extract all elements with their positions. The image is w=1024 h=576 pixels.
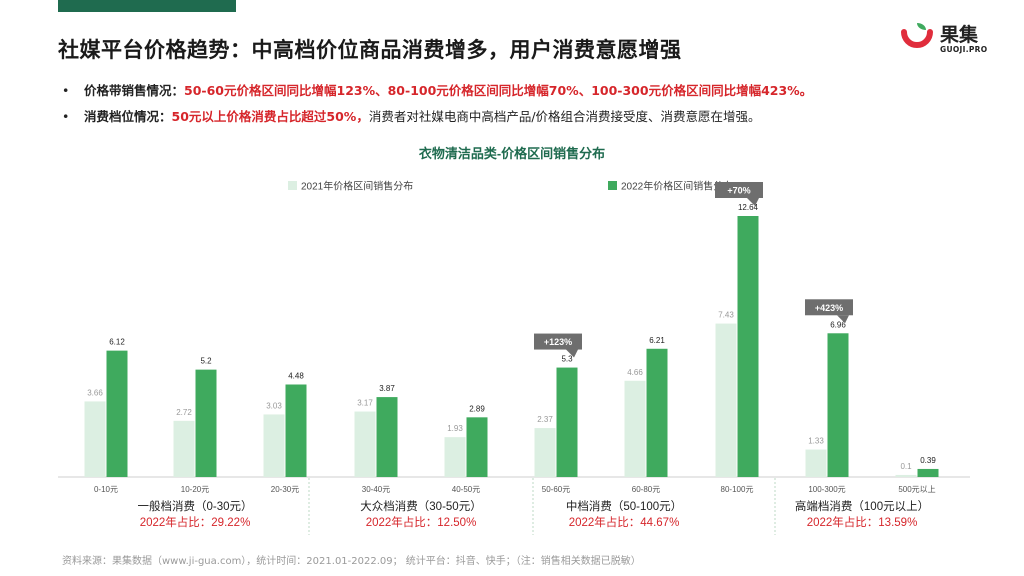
callout-box: [715, 182, 763, 198]
tier-group-name: 一般档消费（0-30元）: [137, 499, 252, 513]
data-label-2022: 6.12: [109, 338, 125, 347]
x-tick-label: 500元以上: [898, 485, 935, 494]
callout-box: [534, 333, 582, 350]
bar-2021: [263, 414, 285, 477]
tier-group-name: 高端档消费（100元以上）: [795, 499, 929, 513]
bullet-dot: •: [62, 109, 70, 124]
data-label-2022: 6.21: [649, 336, 665, 345]
callout-box: [805, 299, 853, 316]
x-tick-label: 40-50元: [452, 485, 480, 494]
tier-group-share: 2022年占比：13.59%: [807, 515, 918, 529]
legend-label: 2022年价格区间销售分布: [621, 180, 733, 193]
bar-2022: [917, 468, 939, 477]
tier-group-share: 2022年占比：29.22%: [140, 515, 251, 529]
data-label-2022: 0.39: [920, 456, 936, 465]
bar-2021: [805, 449, 827, 477]
bar-2021: [173, 420, 195, 477]
bar-2021: [715, 323, 737, 477]
x-tick-label: 10-20元: [181, 485, 209, 494]
bar-2022: [556, 367, 578, 477]
bullet-text: 消费者对社媒电商中高档产品/价格组合消费接受度、消费意愿在增强。: [368, 109, 761, 124]
growth-callout: +123%: [534, 333, 582, 358]
chart-title: 衣物清洁品类-价格区间销售分布: [419, 146, 605, 161]
bullet-price-band: • 价格带销售情况：50-60元价格区间同比增幅123%、80-100元价格区间同…: [62, 80, 812, 99]
bar-2022: [195, 369, 217, 477]
tier-group-share: 2022年占比：44.67%: [569, 515, 680, 529]
data-label-2021: 7.43: [718, 311, 734, 320]
tier-group-share: 2022年占比：12.50%: [366, 515, 477, 529]
bar-2022: [646, 348, 668, 477]
growth-callout: +70%: [715, 182, 763, 206]
brand-logo: 果集 GUOJI.PRO: [900, 18, 1010, 58]
callout-text: +423%: [815, 303, 843, 313]
bullet-highlight: 50-60元价格区间同比增幅123%、80-100元价格区间同比增幅70%、10…: [184, 83, 813, 98]
callout-pointer: [566, 349, 578, 358]
bar-2021: [624, 380, 646, 477]
x-tick-label: 30-40元: [362, 485, 390, 494]
data-label-2021: 4.66: [627, 368, 643, 377]
growth-callout: +423%: [805, 299, 853, 324]
bar-2021: [444, 437, 466, 477]
data-label-2022: 12.64: [738, 203, 759, 212]
callout-pointer: [747, 198, 759, 206]
page-title: 社媒平台价格趋势：中高档价位商品消费增多，用户消费意愿增强: [58, 38, 682, 62]
bar-2021: [84, 401, 106, 477]
data-label-2022: 5.2: [200, 357, 212, 366]
x-tick-label: 0-10元: [94, 485, 118, 494]
bar-2021: [534, 428, 556, 477]
logo-english-name: GUOJI.PRO: [940, 45, 988, 54]
x-tick-label: 20-30元: [271, 485, 299, 494]
bar-2022: [376, 397, 398, 477]
callout-text: +123%: [544, 337, 572, 347]
bullet-label: 消费档位情况：: [84, 109, 172, 124]
data-label-2022: 3.87: [379, 384, 395, 393]
callout-pointer: [837, 315, 849, 324]
x-tick-label: 80-100元: [721, 485, 754, 494]
bar-2022: [827, 333, 849, 477]
bullet-label: 价格带销售情况：: [84, 83, 185, 98]
data-label-2022: 6.96: [830, 320, 846, 329]
legend-label: 2021年价格区间销售分布: [301, 180, 413, 193]
bar-2021: [895, 474, 917, 477]
bar-2022: [106, 350, 128, 477]
bar-2022: [737, 216, 759, 477]
data-label-2021: 2.72: [176, 408, 192, 417]
data-source-footer: 资料来源：果集数据（www.ji-gua.com），统计时间：2021.01-2…: [62, 556, 641, 567]
data-label-2021: 3.17: [357, 399, 373, 408]
legend-swatch: [608, 181, 617, 190]
bar-2021: [354, 411, 376, 477]
legend-swatch: [288, 181, 297, 190]
data-label-2021: 3.66: [87, 388, 103, 397]
bar-2022: [466, 417, 488, 477]
bullet-consumption-tier: • 消费档位情况：50元以上价格消费占比超过50%，消费者对社媒电商中高档产品/价…: [62, 106, 761, 125]
x-tick-label: 100-300元: [808, 485, 845, 494]
data-label-2022: 2.89: [469, 404, 485, 413]
data-label-2021: 1.93: [447, 424, 463, 433]
logo-chinese-name: 果集: [940, 24, 979, 46]
data-label-2021: 0.1: [900, 462, 912, 471]
tier-group-name: 中档消费（50-100元）: [566, 499, 682, 513]
data-label-2022: 5.3: [561, 355, 573, 364]
data-label-2021: 3.03: [266, 401, 282, 410]
data-label-2021: 1.33: [808, 437, 824, 446]
tier-group-name: 大众档消费（30-50元）: [360, 499, 481, 513]
x-tick-label: 60-80元: [632, 485, 660, 494]
data-label-2021: 2.37: [537, 415, 553, 424]
callout-text: +70%: [727, 186, 750, 196]
bullet-highlight: 50元以上价格消费占比超过50%，: [171, 109, 369, 124]
x-tick-label: 50-60元: [542, 485, 570, 494]
data-label-2022: 4.48: [288, 371, 304, 380]
guoji-logo-icon: [901, 23, 933, 48]
bar-2022: [285, 384, 307, 477]
top-accent-bar: [58, 0, 236, 12]
bullet-dot: •: [62, 83, 70, 98]
